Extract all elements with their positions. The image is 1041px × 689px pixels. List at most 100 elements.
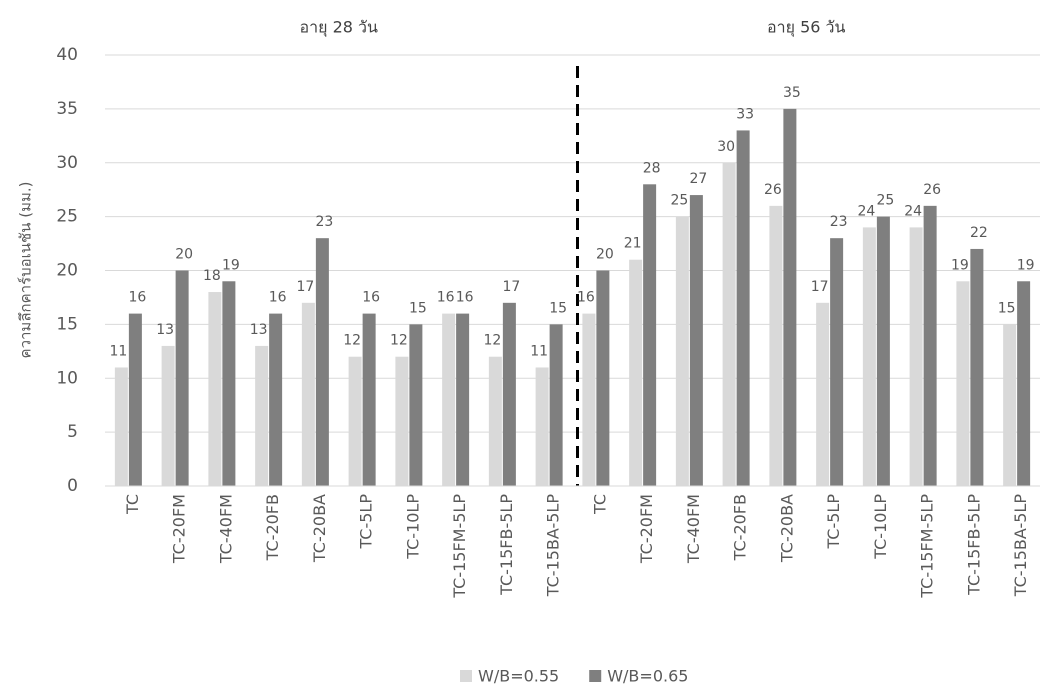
bar [689,195,703,486]
value-label: 15 [409,300,427,316]
value-label: 12 [483,333,501,349]
bar [409,324,423,486]
y-tick-label: 0 [67,476,78,496]
legend-label: W/B=0.65 [607,667,688,686]
x-tick-label: TC-40FM [216,494,235,564]
bar [535,367,549,486]
x-tick-label: TC-15FB-5LP [497,494,516,596]
x-tick-label: TC-15FM-5LP [450,494,469,599]
x-tick-label: TC [590,494,609,515]
value-label: 35 [783,85,801,101]
value-label: 12 [390,333,408,349]
value-label: 13 [156,322,174,338]
bar [722,162,736,486]
value-label: 26 [764,182,782,198]
x-tick-label: TC-20BA [310,494,329,563]
bar [348,356,362,486]
bar [549,324,563,486]
bar [970,248,984,486]
value-label: 16 [437,290,455,306]
x-tick-label: TC-5LP [824,494,843,550]
bar [502,302,516,486]
annotation: อายุ 56 วัน [767,18,845,38]
value-label: 33 [736,106,754,122]
value-label: 13 [250,322,268,338]
value-label: 11 [109,343,127,359]
bar [362,313,376,486]
value-label: 25 [876,193,894,209]
value-label: 19 [951,257,969,273]
value-label: 17 [811,279,829,295]
value-label: 16 [456,290,474,306]
y-tick-label: 35 [56,99,78,119]
bar [596,270,610,486]
value-label: 26 [923,182,941,198]
value-label: 24 [904,203,922,219]
bar [255,345,269,486]
value-label: 18 [203,268,221,284]
bar [643,184,657,487]
bar [161,345,175,486]
value-label: 25 [670,193,688,209]
x-tick-label: TC-20FB [731,494,750,561]
bar [629,259,643,486]
bar [923,205,937,486]
y-axis-label: ความลึกคาร์บอเนชัน (มม.) [17,182,35,359]
value-label: 16 [269,290,287,306]
bar [208,292,222,486]
bar [816,302,830,486]
y-tick-label: 5 [67,422,78,442]
x-tick-label: TC-15BA-5LP [1011,494,1030,598]
bar [783,108,797,486]
value-label: 23 [830,214,848,230]
x-tick-label: TC-15FM-5LP [918,494,937,599]
legend-label: W/B=0.55 [478,667,559,686]
x-tick-label: TC-20BA [777,494,796,563]
bar [269,313,283,486]
value-label: 30 [717,139,735,155]
bar [736,130,750,487]
bar [395,356,409,486]
bar [175,270,189,486]
x-tick-label: TC-20FM [170,494,189,564]
value-label: 11 [530,343,548,359]
bar [862,227,876,486]
bar [876,216,890,486]
bar [442,313,456,486]
value-label: 19 [1017,257,1035,273]
value-label: 24 [857,203,875,219]
value-label: 19 [222,257,240,273]
bar [114,367,128,486]
x-tick-label: TC-40FM [684,494,703,564]
y-tick-label: 25 [56,207,78,227]
x-tick-label: TC-10LP [403,494,422,560]
x-tick-label: TC-20FM [637,494,656,564]
y-tick-label: 40 [56,45,78,65]
x-tick-label: TC-10LP [871,494,890,560]
bar [315,238,329,486]
x-tick-label: TC-20FB [263,494,282,561]
legend-swatch [460,670,472,682]
bar [488,356,502,486]
y-tick-label: 30 [56,153,78,173]
value-label: 15 [998,300,1016,316]
value-label: 15 [549,300,567,316]
bar [675,216,689,486]
x-tick-label: TC-15FB-5LP [964,494,983,596]
value-label: 17 [502,279,520,295]
value-label: 17 [296,279,314,295]
value-label: 20 [175,247,193,263]
bar [830,238,844,486]
bar [222,281,236,486]
y-tick-label: 10 [56,368,78,388]
bar [582,313,596,486]
value-label: 20 [596,247,614,263]
x-tick-label: TC [123,494,142,515]
value-label: 28 [643,160,661,176]
value-label: 16 [128,290,146,306]
bar [456,313,470,486]
bar [909,227,923,486]
value-label: 21 [624,236,642,252]
